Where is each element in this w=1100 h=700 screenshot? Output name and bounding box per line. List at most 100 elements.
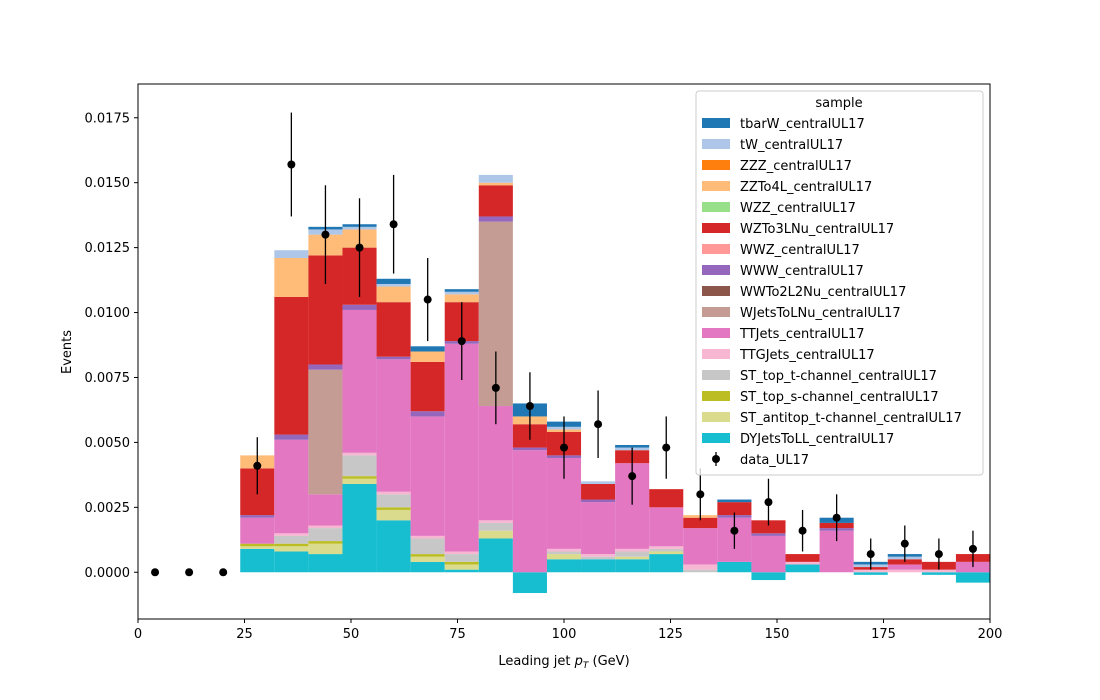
data-point — [832, 513, 841, 522]
bar-segment — [444, 554, 479, 562]
data-point — [696, 490, 705, 499]
bar-segment — [376, 494, 411, 508]
data-point — [355, 243, 364, 252]
bar-segment — [546, 559, 582, 573]
bar-segment — [444, 569, 479, 573]
legend-swatch — [702, 181, 730, 191]
bar-segment — [376, 356, 411, 360]
data-point — [457, 337, 466, 346]
x-tick-label: 200 — [978, 627, 1003, 642]
data-point — [287, 160, 296, 169]
bar-segment — [274, 551, 309, 573]
bar-segment — [512, 450, 547, 573]
bar-segment — [546, 554, 582, 560]
bar-segment — [274, 535, 309, 544]
bar-segment — [581, 556, 616, 560]
bar-segment — [785, 564, 820, 573]
bar-segment — [683, 564, 718, 570]
bar-segment — [444, 551, 479, 555]
bar-segment — [342, 455, 377, 477]
x-tick-label: 0 — [134, 627, 142, 642]
data-point — [934, 550, 943, 559]
legend-swatch — [702, 139, 730, 149]
legend-label: WZTo3LNu_centralUL17 — [740, 222, 894, 237]
bar-segment — [581, 499, 616, 503]
legend-label: WZZ_centralUL17 — [740, 201, 856, 216]
bar-segment — [376, 286, 411, 303]
bar-segment — [444, 291, 479, 295]
bar-segment — [410, 411, 445, 417]
bar-segment — [240, 548, 275, 573]
bar-segment — [410, 561, 445, 573]
bar-segment — [853, 572, 888, 575]
legend-label: ST_antitop_t-channel_centralUL17 — [740, 411, 962, 426]
bar-segment — [444, 564, 479, 570]
legend-label: ZZTo4L_centralUL17 — [740, 180, 872, 195]
legend-swatch — [702, 412, 730, 422]
legend-swatch — [702, 202, 730, 212]
bar-segment — [376, 520, 411, 573]
bar-segment — [308, 543, 343, 555]
legend-label: TTGJets_centralUL17 — [739, 348, 875, 363]
y-tick-label: 0.0125 — [85, 241, 131, 256]
bar-segment — [240, 517, 275, 544]
bar-segment — [649, 546, 684, 549]
legend-swatch — [702, 349, 730, 359]
legend-label: TTJets_centralUL17 — [739, 327, 865, 342]
bar-segment — [921, 569, 956, 573]
bar-segment — [921, 572, 956, 575]
bar-segment — [581, 559, 616, 573]
x-axis-ticks: 0 25 50 75 100 125 150 175 200 — [134, 619, 1003, 642]
bar-segment — [615, 548, 650, 552]
data-points — [151, 112, 977, 577]
bar-segment — [751, 533, 786, 536]
x-axis-label-post: (GeV) — [588, 654, 629, 669]
data-point — [321, 230, 330, 239]
data-point — [185, 568, 194, 577]
bar-segment — [308, 525, 343, 529]
legend-swatch — [702, 433, 730, 443]
bar-segment — [649, 489, 684, 508]
legend-label: tW_centralUL17 — [740, 138, 843, 153]
legend: sample tbarW_centralUL17 tW_centralUL17 ZZ… — [695, 90, 984, 476]
y-axis-ticks: 0.0000 0.0025 0.0050 0.0075 0.0100 0.0125 0.01… — [85, 111, 138, 581]
bar-segment — [308, 541, 343, 544]
bar-segment — [342, 304, 377, 310]
data-point — [253, 461, 262, 470]
data-point — [900, 539, 909, 548]
bar-segment — [512, 447, 547, 451]
bar-segment — [342, 478, 377, 484]
bar-segment — [615, 444, 650, 448]
bar-segment — [410, 361, 445, 412]
bar-segment — [444, 561, 479, 565]
bar-segment — [478, 520, 513, 523]
bar-segment — [342, 309, 377, 453]
bar-segment — [478, 406, 513, 521]
bar-segment — [308, 554, 343, 573]
bar-segment — [478, 522, 513, 531]
bar-segment — [751, 572, 786, 581]
bar-segment — [649, 548, 684, 552]
bar-segment — [615, 559, 650, 573]
bar-segment — [751, 535, 786, 573]
bar-segment — [751, 520, 786, 534]
data-point — [968, 544, 977, 553]
bar-segment — [887, 564, 922, 570]
bar-segment — [274, 543, 309, 547]
bar-segment — [274, 439, 309, 534]
bar-segment — [853, 569, 888, 573]
legend-swatch — [702, 265, 730, 275]
data-point — [628, 472, 637, 481]
data-point — [423, 295, 432, 304]
data-point — [662, 443, 671, 452]
x-tick-label: 125 — [658, 627, 683, 642]
bar-segment — [342, 452, 377, 456]
bar-segment — [478, 538, 513, 573]
bar-segment — [478, 216, 513, 222]
bar-segment — [785, 561, 820, 565]
x-tick-label: 100 — [552, 627, 577, 642]
bar-segment — [581, 483, 616, 500]
bar-segment — [376, 491, 411, 495]
bar-segment — [308, 364, 343, 370]
